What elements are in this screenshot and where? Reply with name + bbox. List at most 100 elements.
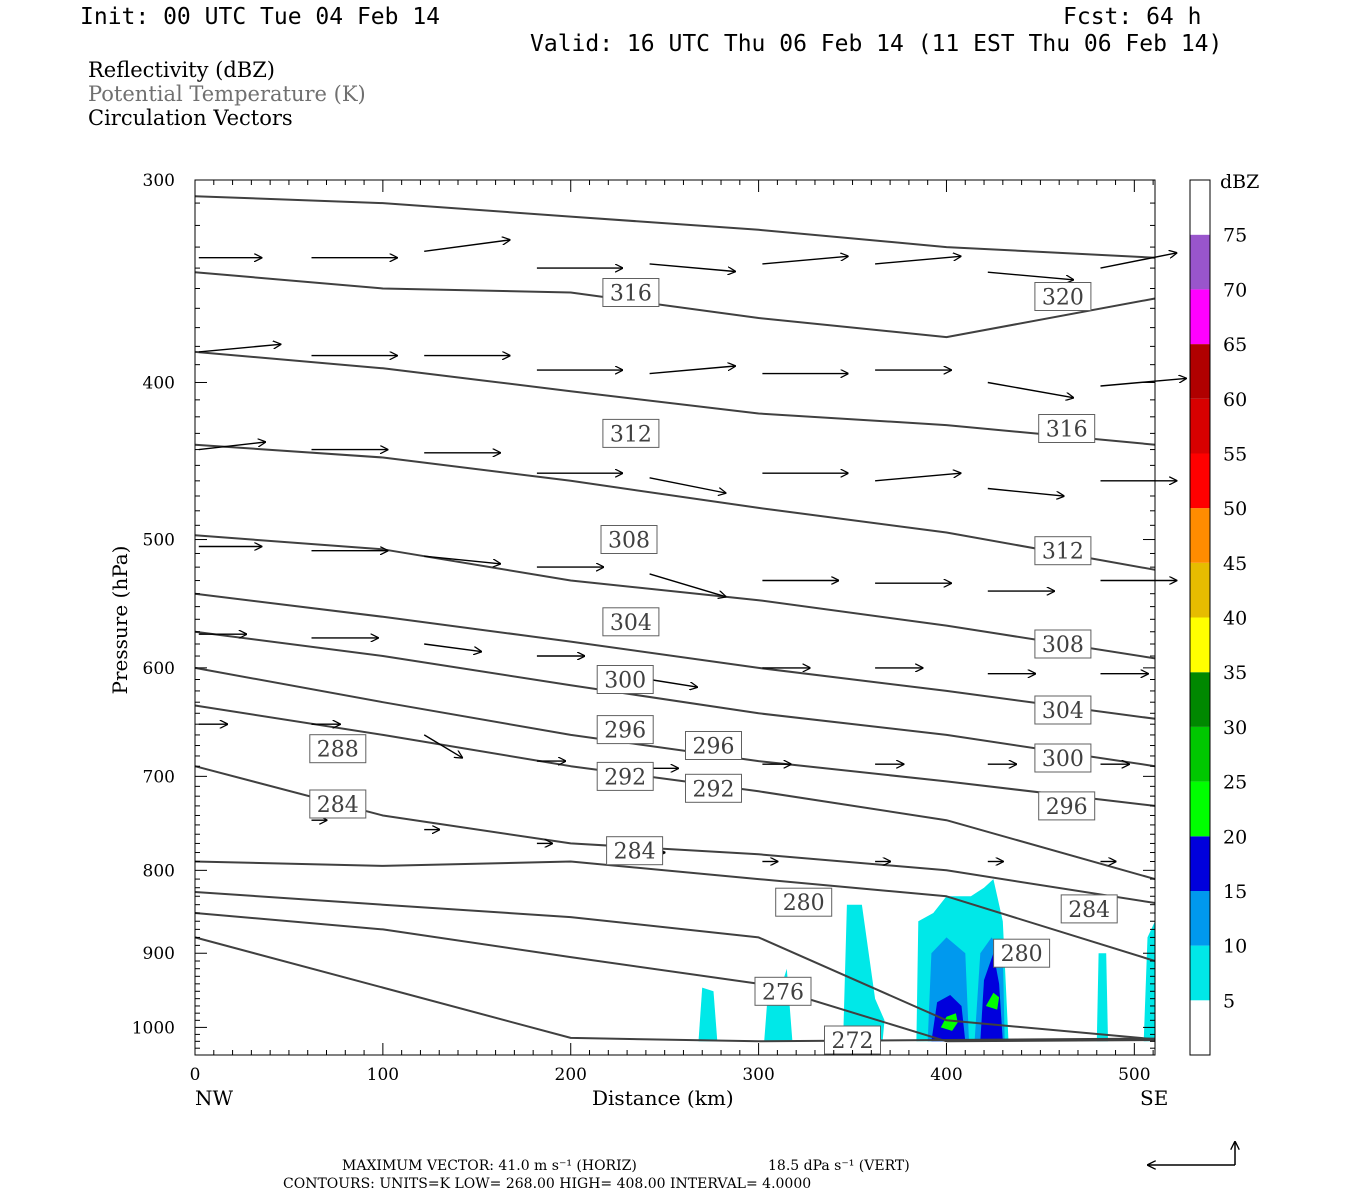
circulation-vector [649,263,736,272]
contour-label-280: 280 [783,891,825,916]
circulation-vector [762,256,848,265]
contour-label-272: 272 [832,1029,874,1054]
y-tick-label: 500 [143,531,175,551]
contour-label-288: 288 [317,738,359,763]
colorbar-label: 55 [1223,443,1247,465]
contour-label-292: 292 [693,777,735,802]
contour-label-box [824,1025,881,1055]
colorbar-label: 40 [1223,608,1247,630]
colorbar-swatch [1190,508,1210,563]
reflectivity-cell-8 [940,1013,958,1031]
contour-label-300: 300 [1042,747,1084,772]
y-tick-label: 600 [143,659,175,679]
maximum-vector-horiz: MAXIMUM VECTOR: 41.0 m s⁻¹ (HORIZ) [342,1158,637,1174]
theta-contour-308 [194,534,1156,660]
forecast-hour: Fcst: 64 h [1063,4,1202,30]
contour-label-296: 296 [604,719,646,744]
reflectivity-cell-11 [1143,921,1155,1042]
colorbar-swatch [1190,562,1210,618]
contour-label-316: 316 [1046,418,1088,443]
contour-label-304: 304 [1042,699,1084,724]
colorbar-swatch [1190,672,1210,727]
contour-label-box [596,715,654,745]
colorbar-swatch [1190,1000,1210,1055]
theta-contour-292 [194,704,1156,881]
colorbar-label: 50 [1223,498,1247,520]
theta-contour-280 [194,891,1156,1041]
colorbar-label: 25 [1223,772,1247,794]
x-tick-label: 400 [930,1065,962,1085]
circulation-vector [424,555,500,564]
contour-label-box [775,887,833,917]
contour-label-312: 312 [610,422,652,447]
contour-label-320: 320 [1042,286,1084,311]
colorbar-label: 65 [1223,334,1247,356]
colorbar-swatch [1190,726,1210,782]
contour-label-box [602,418,660,448]
circulation-vector [987,271,1074,280]
circulation-vector [649,573,726,597]
reflectivity-cell-2 [843,904,885,1042]
contour-label-box [1034,536,1092,566]
colorbar-label: 20 [1223,826,1247,848]
y-tick-label: 1000 [132,1018,175,1038]
contour-label-box [685,773,742,803]
circulation-vector [875,256,961,265]
contour-label-296: 296 [1046,795,1088,820]
contour-label-box [606,836,664,866]
contour-label-box [1034,743,1092,773]
contour-label-box [600,525,658,554]
colorbar-title: dBZ [1220,171,1259,193]
contour-label-box [1060,894,1118,924]
theta-contour-316 [194,271,1156,339]
contour-label-box [1034,282,1092,311]
x-axis-title: Distance (km) [592,1086,734,1110]
contour-label-box [309,734,367,764]
field-circulation-vectors: Circulation Vectors [88,106,293,130]
circulation-vector [424,643,481,652]
circulation-vector [198,442,265,451]
colorbar-label: 70 [1223,279,1247,301]
contour-label-box [685,731,742,760]
colorbar-label: 5 [1223,990,1235,1012]
contour-label-box [1038,414,1096,443]
colorbar-label: 35 [1223,662,1247,684]
circulation-vector [875,473,961,482]
contour-label-312: 312 [1042,540,1084,565]
maximum-vector-vert: 18.5 dPa s⁻¹ (VERT) [768,1158,910,1174]
circulation-vector [198,344,281,353]
field-reflectivity: Reflectivity (dBZ) [88,58,276,82]
field-potential-temperature: Potential Temperature (K) [88,82,366,106]
reference-vector [1148,1142,1235,1165]
contour-label-box [1034,629,1092,659]
colorbar-label: 75 [1223,225,1247,247]
theta-contour-316 [194,350,1156,446]
circulation-vector [424,240,510,252]
colorbar-swatch [1190,945,1210,1001]
colorbar-label: 60 [1223,389,1247,411]
y-tick-label: 900 [143,944,175,964]
circulation-vector [423,734,462,758]
y-tick-label: 700 [143,767,175,787]
contour-label-308: 308 [608,529,650,554]
contour-label-300: 300 [604,669,646,694]
reflectivity-cell-9 [985,992,1000,1010]
contour-label-box [1038,791,1096,821]
reflectivity-cell-10 [1096,953,1108,1042]
colorbar-swatch [1190,781,1210,837]
contour-label-296: 296 [693,735,735,760]
contour-label-292: 292 [604,765,646,790]
y-axis-title: Pressure (hPa) [108,545,132,695]
theta-contour-288 [194,765,1156,904]
x-tick-label: 100 [367,1065,399,1085]
circulation-vector [649,678,698,688]
contour-label-316: 316 [610,282,652,307]
contour-label-284: 284 [317,793,359,818]
theta-contour-296 [194,666,1156,807]
x-left-label: NW [195,1086,234,1110]
contour-label-box [309,789,367,819]
colorbar-swatch [1190,289,1210,345]
theta-contour-300 [194,630,1156,768]
reflectivity-cell-0 [698,987,718,1042]
